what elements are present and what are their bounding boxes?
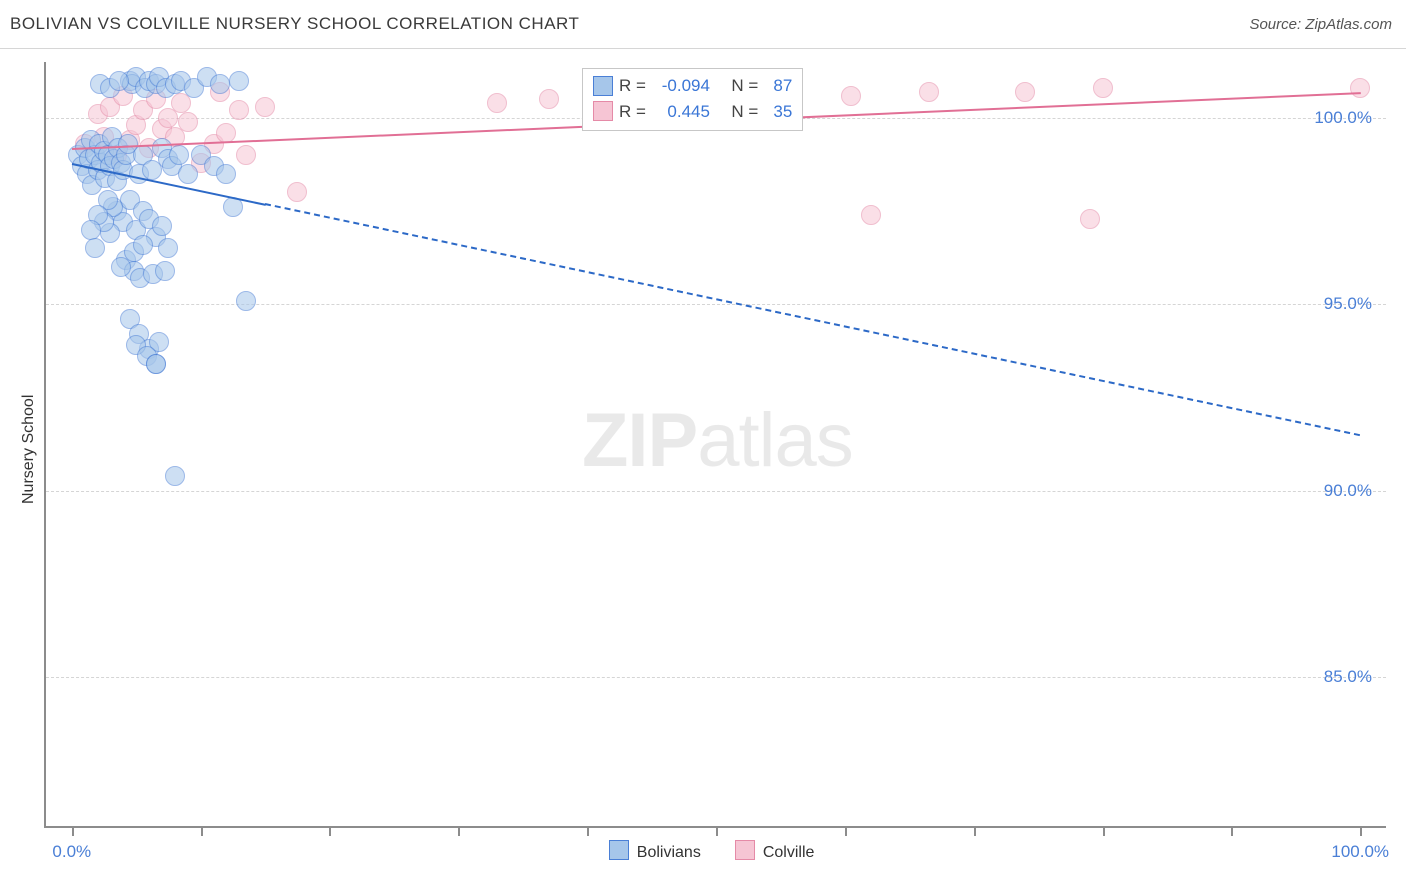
gridline bbox=[46, 491, 1386, 492]
point-colville bbox=[178, 112, 198, 132]
y-tick-label: 100.0% bbox=[1314, 108, 1372, 128]
point-bolivians bbox=[229, 71, 249, 91]
point-colville bbox=[1093, 78, 1113, 98]
legend-item: Bolivians bbox=[609, 840, 701, 862]
plot-region: 100.0%95.0%90.0%85.0%0.0%100.0%ZIPatlasR… bbox=[44, 62, 1386, 828]
point-colville bbox=[229, 100, 249, 120]
x-tick bbox=[1231, 826, 1233, 836]
stats-row: R =0.445 N =35 bbox=[593, 99, 792, 125]
swatch-bolivians-icon bbox=[609, 840, 629, 860]
point-bolivians bbox=[236, 291, 256, 311]
point-colville bbox=[861, 205, 881, 225]
y-tick-label: 95.0% bbox=[1324, 294, 1372, 314]
point-colville bbox=[487, 93, 507, 113]
point-colville bbox=[919, 82, 939, 102]
watermark: ZIPatlas bbox=[582, 397, 853, 484]
x-tick bbox=[329, 826, 331, 836]
legend-item: Colville bbox=[735, 840, 815, 862]
stat-r-label: R = bbox=[619, 73, 646, 99]
point-bolivians bbox=[81, 220, 101, 240]
legend-label: Colville bbox=[763, 844, 815, 861]
legend-label: Bolivians bbox=[637, 844, 701, 861]
chart-header: BOLIVIAN VS COLVILLE NURSERY SCHOOL CORR… bbox=[0, 0, 1406, 49]
legend: Bolivians Colville bbox=[609, 840, 815, 862]
x-tick bbox=[587, 826, 589, 836]
x-tick bbox=[845, 826, 847, 836]
point-colville bbox=[216, 123, 236, 143]
point-colville bbox=[287, 182, 307, 202]
point-colville bbox=[1015, 82, 1035, 102]
swatch-bolivians-icon bbox=[593, 76, 613, 96]
trend-blue-dash bbox=[265, 203, 1361, 436]
point-bolivians bbox=[85, 238, 105, 258]
point-colville bbox=[236, 145, 256, 165]
x-tick bbox=[72, 826, 74, 836]
point-bolivians bbox=[165, 466, 185, 486]
point-bolivians bbox=[133, 235, 153, 255]
stat-n-value: 87 bbox=[764, 73, 792, 99]
stats-row: R =-0.094 N =87 bbox=[593, 73, 792, 99]
stat-r-value: -0.094 bbox=[652, 73, 710, 99]
x-tick bbox=[458, 826, 460, 836]
point-colville bbox=[255, 97, 275, 117]
stat-n-value: 35 bbox=[764, 99, 792, 125]
x-tick-label: 0.0% bbox=[52, 842, 91, 862]
x-tick bbox=[1360, 826, 1362, 836]
swatch-colville-icon bbox=[593, 101, 613, 121]
x-tick bbox=[201, 826, 203, 836]
x-tick-label: 100.0% bbox=[1331, 842, 1389, 862]
y-axis-label: Nursery School bbox=[20, 395, 38, 504]
point-bolivians bbox=[158, 238, 178, 258]
gridline bbox=[46, 677, 1386, 678]
stat-n-label: N = bbox=[731, 73, 758, 99]
point-bolivians bbox=[210, 74, 230, 94]
y-tick-label: 90.0% bbox=[1324, 481, 1372, 501]
point-bolivians bbox=[216, 164, 236, 184]
stats-box: R =-0.094 N =87R =0.445 N =35 bbox=[582, 68, 803, 131]
point-colville bbox=[1080, 209, 1100, 229]
point-bolivians bbox=[169, 145, 189, 165]
swatch-colville-icon bbox=[735, 840, 755, 860]
point-bolivians bbox=[109, 71, 129, 91]
point-colville bbox=[841, 86, 861, 106]
stat-n-label: N = bbox=[731, 99, 758, 125]
x-tick bbox=[716, 826, 718, 836]
y-tick-label: 85.0% bbox=[1324, 667, 1372, 687]
chart-area: 100.0% 95.0% 90.0% 85.0% 0.0% 100.0% ZIPatlas R… bbox=[0, 48, 1406, 892]
stat-r-label: R = bbox=[619, 99, 646, 125]
point-bolivians bbox=[155, 261, 175, 281]
x-tick bbox=[1103, 826, 1105, 836]
point-bolivians bbox=[146, 354, 166, 374]
stat-r-value: 0.445 bbox=[652, 99, 710, 125]
point-colville bbox=[1350, 78, 1370, 98]
chart-source: Source: ZipAtlas.com bbox=[1249, 16, 1392, 33]
x-tick bbox=[974, 826, 976, 836]
chart-title: BOLIVIAN VS COLVILLE NURSERY SCHOOL CORR… bbox=[10, 14, 579, 34]
point-colville bbox=[539, 89, 559, 109]
point-bolivians bbox=[178, 164, 198, 184]
point-bolivians bbox=[152, 216, 172, 236]
